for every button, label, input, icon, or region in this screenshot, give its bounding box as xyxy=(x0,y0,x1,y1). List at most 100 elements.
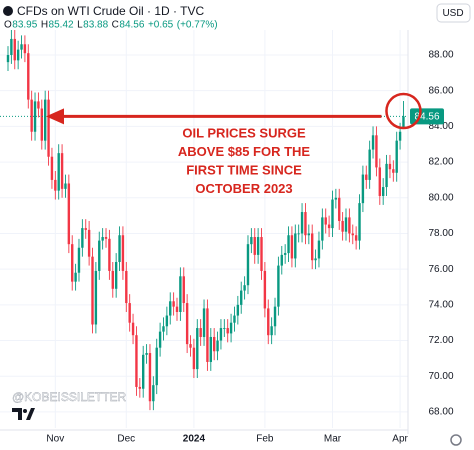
candle-body xyxy=(243,285,246,291)
candle-body xyxy=(267,308,270,336)
logo-part xyxy=(23,409,27,413)
candle-body xyxy=(101,237,104,241)
candle-body xyxy=(84,228,87,230)
candle-body xyxy=(212,336,216,352)
candle-body xyxy=(344,217,348,232)
y-tick-label: 86.00 xyxy=(428,85,453,96)
candle-body xyxy=(104,237,108,239)
candle-body xyxy=(402,116,405,128)
candle-body xyxy=(118,235,121,263)
logo-part xyxy=(12,408,22,420)
x-tick-label: Nov xyxy=(46,434,64,445)
candle-body xyxy=(283,253,287,255)
candle-body xyxy=(131,322,135,336)
candle-body xyxy=(277,265,280,307)
candle-body xyxy=(260,237,263,271)
candle-body xyxy=(175,306,179,312)
candle-body xyxy=(253,237,256,255)
candle-body xyxy=(361,174,365,204)
quote-value: 83.95 xyxy=(12,20,37,31)
candle-body xyxy=(233,315,236,323)
y-tick-label: 80.00 xyxy=(428,192,453,203)
candle-body xyxy=(77,247,81,273)
candle-body xyxy=(378,167,381,196)
candle-body xyxy=(192,347,196,370)
candle-body xyxy=(341,220,344,232)
candle-body xyxy=(64,183,67,189)
candle-body xyxy=(229,322,233,334)
candle-body xyxy=(172,301,175,307)
quote-value: 83.88 xyxy=(83,20,108,31)
currency-button[interactable] xyxy=(436,3,471,23)
candle-body xyxy=(108,238,111,271)
candle-body xyxy=(371,135,375,150)
candle-body xyxy=(327,224,331,229)
candle-body xyxy=(297,233,300,235)
candle-body xyxy=(91,256,94,325)
change-pct: (+0.77%) xyxy=(177,20,218,31)
chart-title: CFDs on WTI Crude Oil · 1D · TVC xyxy=(17,4,204,18)
currency[interactable]: USD xyxy=(442,8,463,19)
candle-body xyxy=(60,153,64,189)
candle-body xyxy=(256,237,260,255)
candle-body xyxy=(128,303,131,323)
candle-body xyxy=(155,347,158,386)
candle-body xyxy=(67,183,71,245)
gear[interactable] xyxy=(450,434,462,446)
candle-body xyxy=(10,38,13,55)
candle-body xyxy=(50,156,54,180)
candle-body xyxy=(358,203,361,241)
candle-body xyxy=(74,272,77,282)
candle-body xyxy=(381,187,385,196)
candle-body xyxy=(37,101,40,109)
candle-body xyxy=(307,233,311,236)
tv-logo xyxy=(12,408,35,420)
candle-body xyxy=(331,199,334,229)
candle-body xyxy=(287,235,290,254)
annotation-line: ABOVE $85 FOR THE xyxy=(178,144,311,159)
logo-part xyxy=(26,408,35,420)
candle-body xyxy=(27,53,30,100)
candle-body xyxy=(158,331,162,348)
candle-body xyxy=(216,340,219,352)
candle-body xyxy=(300,212,304,234)
y-tick-label: 76.00 xyxy=(428,264,453,275)
candle-body xyxy=(270,326,273,336)
x-tick-label: 2024 xyxy=(183,434,206,445)
candle-body xyxy=(294,233,297,259)
annotation-line: OIL PRICES SURGE xyxy=(182,125,306,140)
candle-body xyxy=(314,258,317,261)
candle-body xyxy=(185,303,189,345)
candle-body xyxy=(324,217,327,225)
y-tick-label: 72.00 xyxy=(428,335,453,346)
candle-body xyxy=(280,254,283,266)
candle-body xyxy=(148,353,152,402)
candle-body xyxy=(392,169,395,173)
candle-body xyxy=(351,233,354,236)
candle-body xyxy=(71,244,74,282)
candle-body xyxy=(209,336,212,362)
candle-body xyxy=(162,326,165,332)
candle-body xyxy=(196,328,199,370)
candle-body xyxy=(6,54,10,63)
candle-body xyxy=(368,149,371,180)
grid: 68.00 70.00 72.00 74.00 76.00 78.00 80.00 82.00… xyxy=(0,30,454,445)
candle-body xyxy=(16,49,20,61)
overlay: 84.56 OIL PRICES SURGE ABOVE $85 FOR THE FI… xyxy=(0,92,444,196)
candle-body xyxy=(121,235,125,271)
settings-icon[interactable] xyxy=(450,434,462,446)
candle-body xyxy=(202,308,206,337)
candle-body xyxy=(354,235,358,241)
y-tick-label: 68.00 xyxy=(428,407,453,418)
x-tick-label: Dec xyxy=(117,434,135,445)
candle-body xyxy=(311,233,314,261)
annotation-line: FIRST TIME SINCE xyxy=(186,162,302,177)
candle-body xyxy=(87,229,91,257)
candle-body xyxy=(135,335,138,387)
y-tick-label: 84.00 xyxy=(428,121,453,132)
candle-body xyxy=(40,108,43,141)
candle-body xyxy=(47,99,50,157)
candle-body xyxy=(395,140,398,173)
candle-body xyxy=(223,328,226,329)
